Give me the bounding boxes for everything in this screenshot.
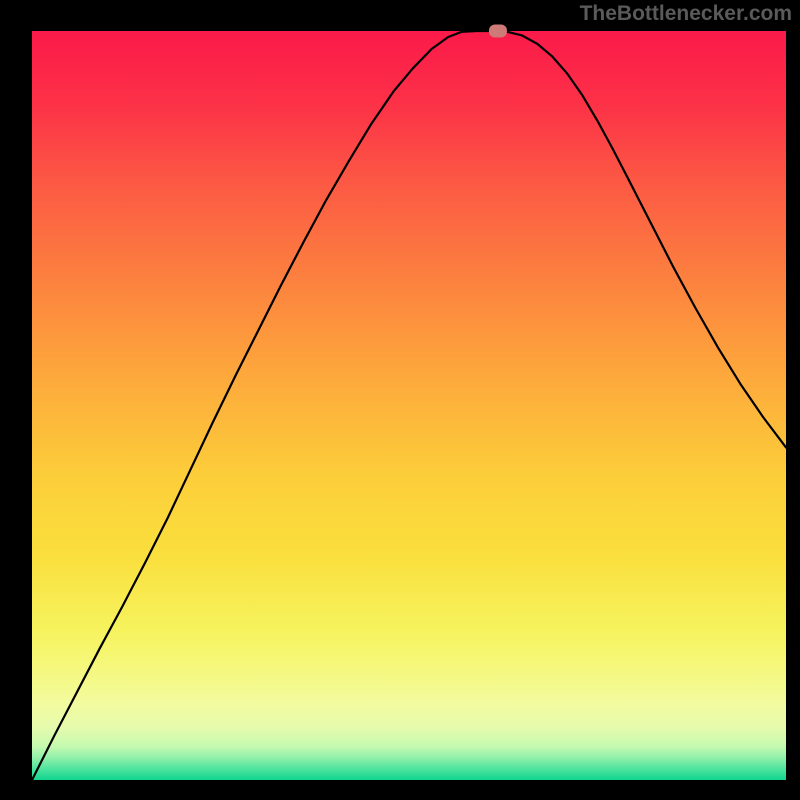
bottleneck-marker bbox=[489, 25, 507, 38]
bottleneck-chart bbox=[0, 0, 800, 800]
gradient-background bbox=[32, 31, 786, 780]
watermark-text: TheBottlenecker.com bbox=[580, 2, 792, 26]
chart-container: TheBottlenecker.com bbox=[0, 0, 800, 800]
